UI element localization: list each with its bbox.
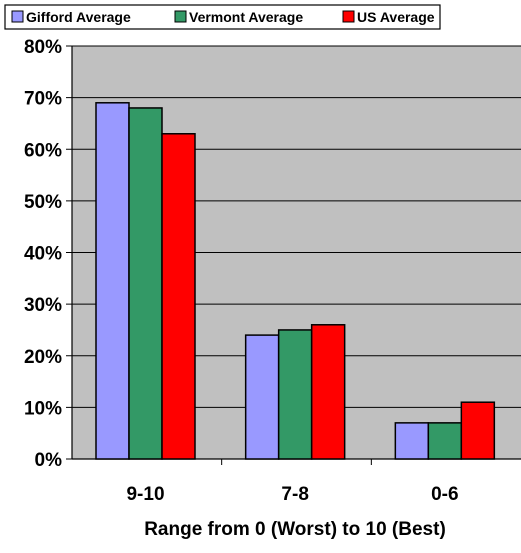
y-tick-label: 70% <box>24 89 62 110</box>
x-axis-title: Range from 0 (Worst) to 10 (Best) <box>144 519 446 540</box>
bar-us-average-0-6 <box>460 401 496 460</box>
bar-vermont-average-7-8 <box>277 329 313 460</box>
x-tick-label: 9-10 <box>126 484 164 505</box>
x-tick-label: 7-8 <box>281 484 308 505</box>
bar-vermont-average-9-10 <box>128 107 163 460</box>
legend-label: Vermont Average <box>189 9 303 25</box>
legend-label: Gifford Average <box>26 9 131 25</box>
y-tick-label: 50% <box>24 192 62 213</box>
y-tick-label: 10% <box>24 398 62 419</box>
legend <box>4 4 441 30</box>
y-tick-label: 30% <box>24 295 62 316</box>
legend-swatch-us-average <box>342 10 355 23</box>
x-tick-label: 0-6 <box>431 484 458 505</box>
legend-swatch-vermont-average <box>174 10 187 23</box>
y-tick-label: 40% <box>24 244 62 265</box>
bar-gifford-average-7-8 <box>244 334 280 460</box>
legend-label: US Average <box>357 9 435 25</box>
bar-gifford-average-9-10 <box>95 102 130 460</box>
y-tick-label: 80% <box>24 37 62 58</box>
bar-us-average-9-10 <box>161 133 196 460</box>
y-tick-label: 0% <box>35 450 63 471</box>
bar-gifford-average-0-6 <box>394 422 430 460</box>
bar-us-average-7-8 <box>310 324 346 460</box>
bar-vermont-average-0-6 <box>427 422 463 460</box>
y-tick-label: 60% <box>24 140 62 161</box>
legend-swatch-gifford-average <box>11 10 24 23</box>
y-tick-label: 20% <box>24 347 62 368</box>
